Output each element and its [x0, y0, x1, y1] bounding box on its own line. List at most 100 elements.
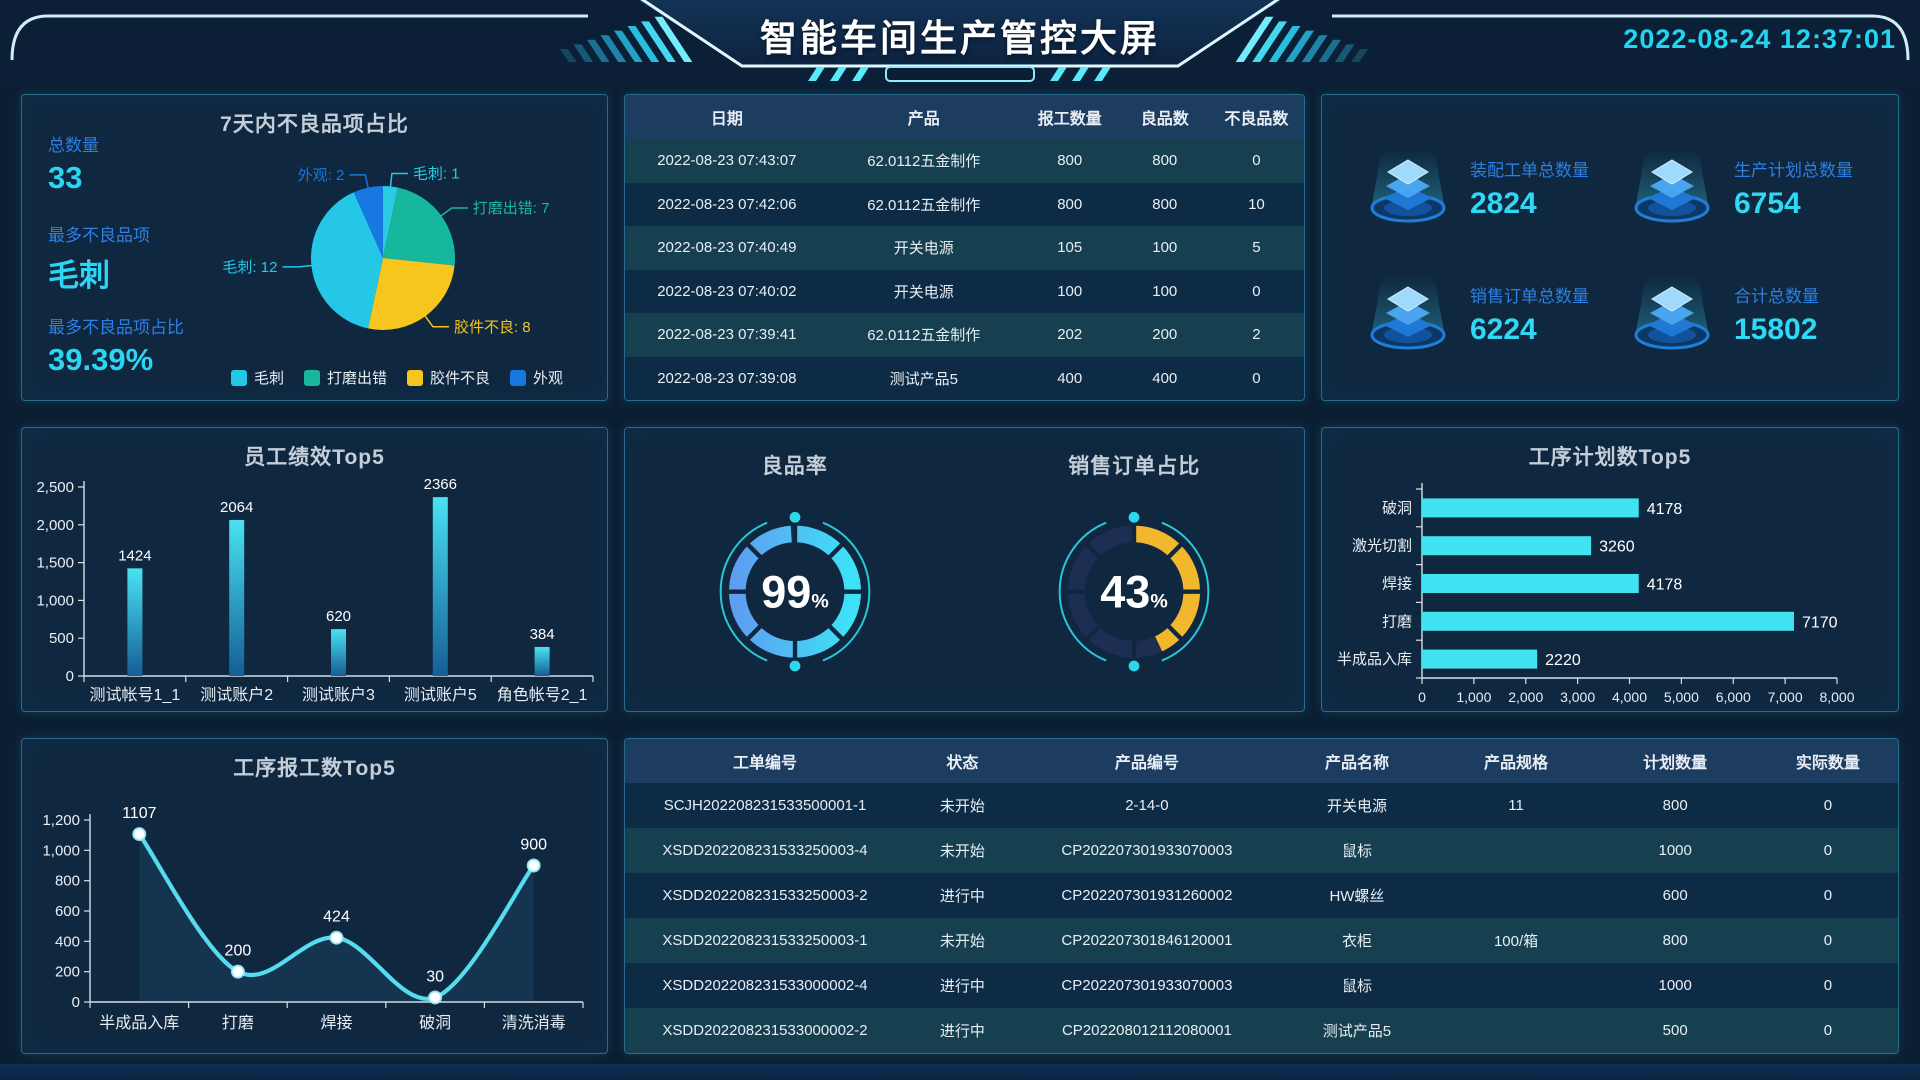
svg-text:打磨出错: 7: 打磨出错: 7: [473, 200, 550, 217]
table-cell: 600: [1662, 887, 1688, 904]
table-cell: XSDD202208231533000002-4: [662, 977, 868, 994]
table-row: XSDD202208231533250003-1 未开始 CP20220730184…: [625, 918, 1898, 963]
total-label: 装配工单总数量: [1470, 160, 1589, 180]
header-stripes-right: [1235, 16, 1368, 62]
table-cell: 5: [1252, 239, 1261, 257]
table-row: 2022-08-23 07:40:49 开关电源 105 100 5: [625, 226, 1304, 270]
svg-text:测试账户5: 测试账户5: [404, 686, 477, 704]
svg-text:99%: 99%: [761, 566, 828, 617]
table-cell: 开关电源: [893, 240, 954, 258]
gauge-title: 销售订单占比: [1068, 455, 1201, 478]
table-cell: CP202207301931260002: [1061, 887, 1233, 904]
svg-text:1424: 1424: [118, 547, 151, 564]
table-cell: 800: [1152, 152, 1178, 170]
svg-text:1107: 1107: [122, 805, 157, 822]
panel-process-report: 工序报工数Top5 0 200 400 600 800 1,000 1,200 1107 半成品…: [21, 738, 608, 1054]
panel-totals: 装配工单总数量 2824 生产计划总数量 6754: [1321, 94, 1899, 401]
svg-text:0: 0: [72, 994, 80, 1011]
report-table: 日期 产品 报工数量 良品数 不良品数 2022-08-23 07:43:07 62.011…: [625, 95, 1304, 400]
svg-text:200: 200: [55, 964, 80, 981]
defect-pie-chart: 毛刺: 1 打磨出错: 7 胶件不良: 8 毛刺: 12 外观: 2: [222, 165, 550, 335]
column-header: 计划数量: [1643, 755, 1708, 772]
table-cell: 0: [1823, 1022, 1833, 1039]
column-header: 产品规格: [1484, 755, 1549, 772]
process-report-line-chart: 0 200 400 600 800 1,000 1,200 1107 半成品入库 200 打磨 424…: [42, 805, 584, 1032]
process-plan-hbar-chart: 0 1,000 2,000 3,000 4,000 5,000 6,000 7,000 8,00…: [1337, 483, 1855, 705]
panel-title: 员工绩效Top5: [244, 446, 385, 469]
table-row: XSDD202208231533000002-2 进行中 CP20220801211…: [625, 1008, 1898, 1053]
svg-text:800: 800: [55, 873, 80, 890]
table-cell: 200: [1152, 326, 1178, 344]
svg-text:2220: 2220: [1545, 652, 1581, 669]
legend-swatch: [230, 369, 247, 386]
table-row: XSDD202208231533250003-2 进行中 CP20220730193…: [625, 873, 1898, 918]
column-header: 产品编号: [1114, 755, 1179, 772]
svg-text:测试账户3: 测试账户3: [302, 686, 375, 704]
panel-title: 工序计划数Top5: [1528, 446, 1692, 469]
table-cell: 1000: [1658, 842, 1692, 859]
table-cell: 测试产品5: [889, 370, 958, 388]
table-cell: 衣柜: [1341, 933, 1372, 950]
svg-text:测试帐号1_1: 测试帐号1_1: [90, 686, 181, 704]
total-item-assembly-orders: 装配工单总数量 2824: [1362, 125, 1626, 252]
header-title-panel: [638, 0, 1282, 66]
svg-text:毛刺: 12: 毛刺: 12: [222, 259, 277, 276]
sales-gauge-chart: 43%: [1059, 511, 1210, 672]
table-cell: 105: [1057, 239, 1083, 257]
svg-text:0: 0: [1418, 689, 1426, 705]
legend-item: 胶件不良: [407, 367, 490, 388]
total-value: 2824: [1470, 186, 1537, 220]
table-cell: 0: [1252, 369, 1261, 387]
gauge-yield: 良品率 99%: [625, 428, 965, 711]
table-cell: XSDD202208231533250003-2: [662, 887, 868, 904]
column-header: 报工数量: [1037, 111, 1102, 128]
totals-grid: 装配工单总数量 2824 生产计划总数量 6754: [1322, 95, 1898, 400]
table-cell: 0: [1823, 842, 1833, 859]
svg-text:900: 900: [520, 837, 547, 854]
work-order-table: 工单编号 状态 产品编号 产品名称 产品规格 计划数量 实际数量 SCJH2022082315…: [625, 739, 1898, 1053]
svg-text:外观: 2: 外观: 2: [298, 167, 345, 184]
stacked-layers-icon: [1634, 276, 1710, 350]
table-cell: 100: [1057, 282, 1083, 300]
legend-item: 打磨出错: [303, 367, 387, 388]
column-header: 良品数: [1140, 111, 1189, 128]
stat-label: 最多不良品项: [48, 226, 150, 245]
stat-top-defect-ratio: 最多不良品项占比 39.39%: [48, 313, 184, 378]
table-cell: 进行中: [939, 888, 985, 905]
table-row: 2022-08-23 07:39:08 测试产品5 400 400 0: [625, 356, 1304, 400]
stat-value: 毛刺: [48, 258, 110, 293]
svg-text:1,200: 1,200: [42, 812, 80, 829]
legend-swatch: [510, 369, 527, 386]
table-cell: 800: [1057, 152, 1083, 170]
table-cell: 100/箱: [1493, 933, 1539, 950]
svg-text:7,000: 7,000: [1768, 689, 1803, 705]
table-cell: 测试产品5: [1322, 1023, 1392, 1040]
dashboard-header: 智能车间生产管控大屏 2022-08-24 12:37:01: [0, 0, 1920, 88]
svg-text:384: 384: [530, 626, 555, 643]
table-cell: 1000: [1658, 977, 1692, 994]
legend-item: 毛刺: [230, 367, 284, 388]
column-header: 产品: [907, 111, 940, 128]
svg-text:2366: 2366: [424, 476, 457, 493]
svg-text:3260: 3260: [1599, 539, 1635, 556]
table-cell: 0: [1823, 887, 1833, 904]
svg-text:打磨: 打磨: [222, 1014, 254, 1032]
svg-text:清洗消毒: 清洗消毒: [502, 1014, 566, 1032]
table-cell: HW螺丝: [1329, 888, 1385, 905]
table-cell: 400: [1057, 369, 1083, 387]
svg-text:0: 0: [66, 668, 74, 685]
table-cell: 进行中: [939, 978, 985, 995]
svg-text:2,000: 2,000: [1508, 689, 1543, 705]
stat-label: 总数量: [48, 136, 99, 155]
svg-text:半成品入库: 半成品入库: [1337, 651, 1412, 668]
table-cell: 100: [1152, 282, 1178, 300]
page-title: 智能车间生产管控大屏: [760, 18, 1160, 59]
panel-defect-ratio: 7天内不良品项占比 毛刺: 1 打磨出错: 7 胶件不良: 8 毛刺: 12 外观: 2…: [21, 94, 608, 401]
table-cell: 800: [1662, 932, 1688, 949]
panel-performance: 员工绩效Top5 0 500 1,000 1,500 2,000 2,500 1424 测试帐…: [21, 427, 608, 712]
table-cell: 2: [1252, 326, 1261, 344]
column-header: 日期: [710, 111, 743, 128]
table-cell: 400: [1152, 369, 1178, 387]
svg-text:5,000: 5,000: [1664, 689, 1699, 705]
svg-text:破洞: 破洞: [419, 1014, 451, 1032]
